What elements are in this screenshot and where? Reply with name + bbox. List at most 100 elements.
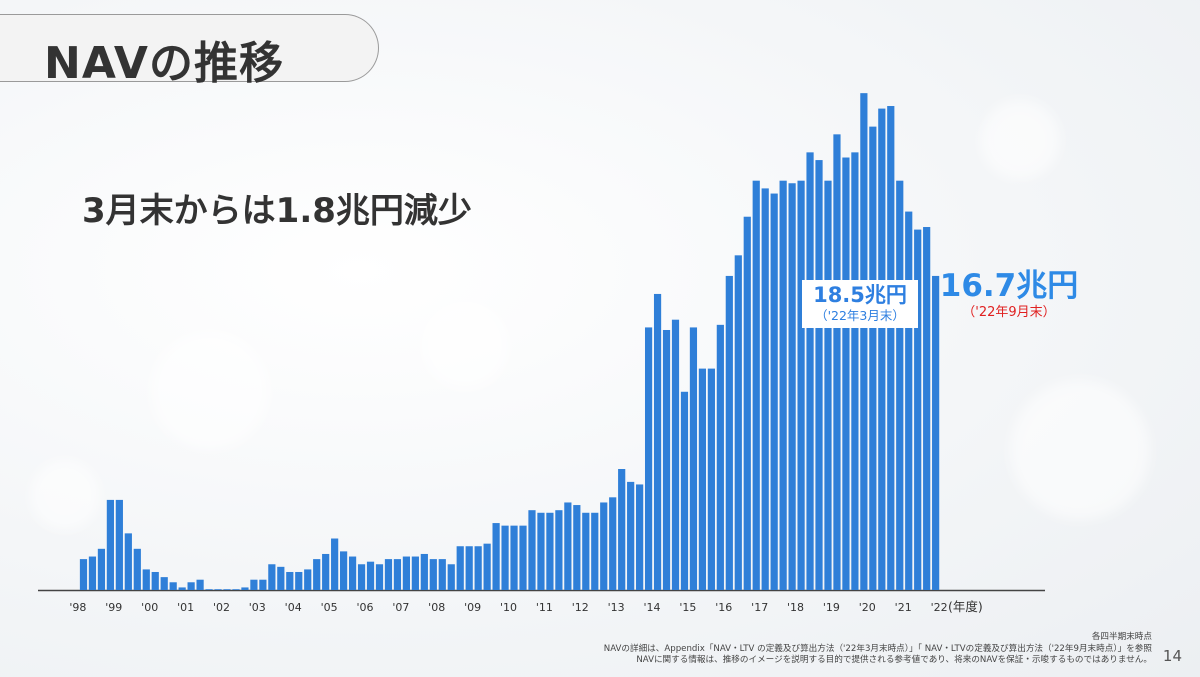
nav-bar xyxy=(914,229,922,590)
x-tick-label: '09 xyxy=(464,601,481,614)
nav-bar xyxy=(743,216,751,590)
nav-bar xyxy=(833,134,841,590)
x-tick-label: '15 xyxy=(679,601,696,614)
nav-bar xyxy=(402,556,410,590)
bokeh-decoration xyxy=(150,330,270,450)
title-banner: NAVの推移 xyxy=(0,14,379,89)
nav-bar xyxy=(707,368,715,590)
nav-bar xyxy=(97,548,106,590)
x-tick-label: '10 xyxy=(500,601,517,614)
bokeh-decoration xyxy=(420,300,510,390)
nav-bar xyxy=(322,553,330,590)
nav-bar xyxy=(411,556,419,590)
nav-bar xyxy=(151,571,159,590)
nav-bar xyxy=(429,559,437,590)
x-tick-label: '02 xyxy=(213,601,230,614)
x-tick-label: '13 xyxy=(608,601,625,614)
nav-bar xyxy=(366,561,375,590)
footnotes: 各四半期末時点 NAVの詳細は、Appendix「NAV・LTV の定義及び算出… xyxy=(604,632,1152,667)
page-number: 14 xyxy=(1162,647,1182,665)
nav-bar xyxy=(905,211,913,590)
nav-bar xyxy=(860,93,868,591)
x-tick-label: '06 xyxy=(356,601,373,614)
callout-march-value: 18.5兆円 xyxy=(813,283,907,307)
nav-bar xyxy=(304,569,312,590)
nav-bar xyxy=(591,512,599,590)
callout-march-date: （'22年3月末） xyxy=(815,308,905,323)
nav-bar xyxy=(528,510,536,590)
nav-bar xyxy=(573,505,581,590)
x-tick-label: '08 xyxy=(428,601,445,614)
nav-bar xyxy=(869,126,877,591)
footnote-3: NAVに関する情報は、推移のイメージを説明する目的で提供される参考値であり、将来… xyxy=(636,655,1152,665)
nav-bar xyxy=(241,587,249,590)
nav-bar xyxy=(232,589,240,590)
x-tick-label: '22 xyxy=(931,601,948,614)
nav-bar xyxy=(88,556,97,590)
nav-bar xyxy=(824,180,832,590)
nav-bar xyxy=(295,571,303,590)
nav-bar xyxy=(348,556,357,590)
nav-bar xyxy=(609,497,617,590)
nav-bar xyxy=(438,559,446,590)
nav-bar xyxy=(214,589,222,590)
x-tick-label: '05 xyxy=(321,601,338,614)
nav-bar xyxy=(618,469,626,590)
bokeh-decoration xyxy=(1010,380,1150,520)
page-title: NAVの推移 xyxy=(44,38,284,89)
nav-bar xyxy=(357,564,366,590)
x-tick-label: '20 xyxy=(859,601,876,614)
nav-bar xyxy=(393,559,402,590)
nav-bar xyxy=(447,564,455,590)
x-tick-label: '00 xyxy=(141,601,158,614)
callout-sept: 16.7兆円 （'22年9月末） xyxy=(934,267,1084,321)
nav-bar xyxy=(851,152,859,591)
nav-bar xyxy=(662,329,671,590)
bokeh-decoration xyxy=(30,460,100,530)
x-tick-label: '12 xyxy=(572,601,589,614)
nav-bar xyxy=(313,559,321,590)
nav-bar xyxy=(779,180,787,590)
x-tick-label: '03 xyxy=(249,601,266,614)
x-axis-unit-label: (年度) xyxy=(948,599,983,614)
nav-bar xyxy=(124,533,132,590)
callout-sept-date: （'22年9月末） xyxy=(962,305,1056,320)
nav-bar xyxy=(268,564,276,590)
bokeh-decoration xyxy=(980,100,1060,180)
x-tick-label: '18 xyxy=(787,601,804,614)
nav-bar xyxy=(932,275,940,590)
nav-bar xyxy=(187,582,195,590)
callout-sept-value: 16.7兆円 xyxy=(939,268,1079,304)
nav-bar xyxy=(689,327,698,590)
nav-bar xyxy=(896,180,904,590)
subtitle: 3月末からは1.8兆円減少 xyxy=(82,191,472,231)
nav-bar xyxy=(501,525,509,590)
x-tick-label: '19 xyxy=(823,601,840,614)
nav-bar xyxy=(788,183,796,590)
nav-bar xyxy=(277,566,285,590)
nav-bar xyxy=(384,559,393,590)
nav-bar xyxy=(878,108,886,590)
x-tick-label: '07 xyxy=(392,601,409,614)
x-tick-label: '01 xyxy=(177,601,194,614)
nav-bar xyxy=(636,484,644,590)
nav-bar xyxy=(600,502,608,590)
x-tick-label: '21 xyxy=(895,601,912,614)
nav-bar xyxy=(259,579,267,590)
nav-bar xyxy=(420,553,428,590)
nav-bar xyxy=(716,324,724,590)
footnote-1: 各四半期末時点 xyxy=(1091,632,1152,642)
nav-bar xyxy=(797,180,805,590)
nav-bar xyxy=(627,481,635,590)
nav-bar xyxy=(923,227,931,590)
nav-bar xyxy=(178,587,186,590)
x-tick-label: '14 xyxy=(643,601,660,614)
nav-bar xyxy=(106,499,114,590)
nav-bar xyxy=(564,502,572,590)
nav-bar xyxy=(644,327,653,590)
x-tick-label: '11 xyxy=(536,601,553,614)
nav-bar xyxy=(331,538,339,590)
nav-bar xyxy=(142,569,150,590)
nav-bar xyxy=(761,188,769,590)
nav-bar xyxy=(698,368,707,590)
